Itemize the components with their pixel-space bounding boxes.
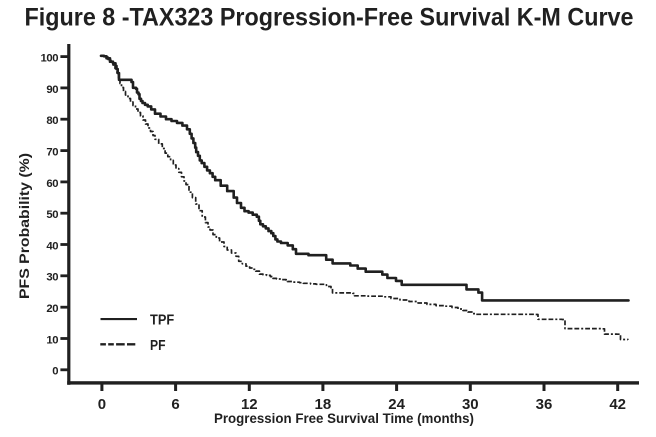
svg-text:60: 60 — [46, 178, 58, 190]
svg-text:0: 0 — [98, 396, 106, 413]
svg-text:12: 12 — [241, 396, 258, 413]
svg-text:Progression Free Survival Time: Progression Free Survival Time (months) — [214, 410, 474, 426]
svg-text:42: 42 — [609, 396, 626, 413]
svg-text:40: 40 — [46, 240, 58, 252]
svg-text:100: 100 — [41, 53, 59, 65]
svg-text:18: 18 — [315, 396, 332, 413]
svg-text:PF: PF — [150, 338, 166, 354]
svg-text:24: 24 — [388, 396, 405, 413]
svg-text:6: 6 — [171, 396, 179, 413]
svg-text:30: 30 — [46, 272, 58, 284]
svg-text:PFS Probability (%): PFS Probability (%) — [16, 153, 32, 299]
svg-text:36: 36 — [536, 396, 553, 413]
svg-text:0: 0 — [52, 366, 58, 378]
svg-text:70: 70 — [46, 147, 58, 159]
svg-text:20: 20 — [46, 303, 58, 315]
svg-text:Figure 8 -TAX323 Progression-F: Figure 8 -TAX323 Progression-Free Surviv… — [25, 4, 634, 32]
svg-text:80: 80 — [46, 115, 58, 127]
svg-text:10: 10 — [46, 334, 58, 346]
svg-text:30: 30 — [462, 396, 479, 413]
svg-text:90: 90 — [46, 84, 58, 96]
svg-text:50: 50 — [46, 209, 58, 221]
svg-text:TPF: TPF — [150, 313, 174, 329]
